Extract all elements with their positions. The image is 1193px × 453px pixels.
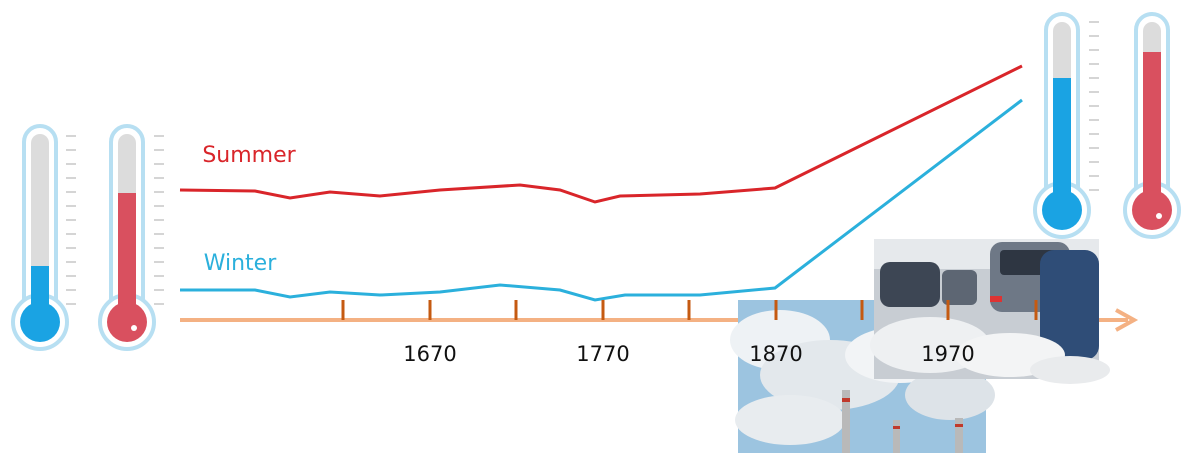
series-label: Winter xyxy=(204,251,277,276)
infographic: Summer Winter 1670 1770 1870 1970 xyxy=(0,0,1193,453)
summer-line xyxy=(180,66,1022,202)
year-label: 1870 xyxy=(749,342,802,366)
thermometer-warm-left xyxy=(100,126,164,349)
year-label: 1670 xyxy=(403,342,456,366)
thermometer-warm-right xyxy=(1125,14,1179,237)
thermometer-cold-right xyxy=(1035,14,1099,237)
traffic-photo xyxy=(870,239,1110,384)
year-label: 1770 xyxy=(576,342,629,366)
year-label: 1970 xyxy=(921,342,974,366)
series-label: Summer xyxy=(202,143,296,168)
thermometer-cold-left xyxy=(13,126,76,349)
